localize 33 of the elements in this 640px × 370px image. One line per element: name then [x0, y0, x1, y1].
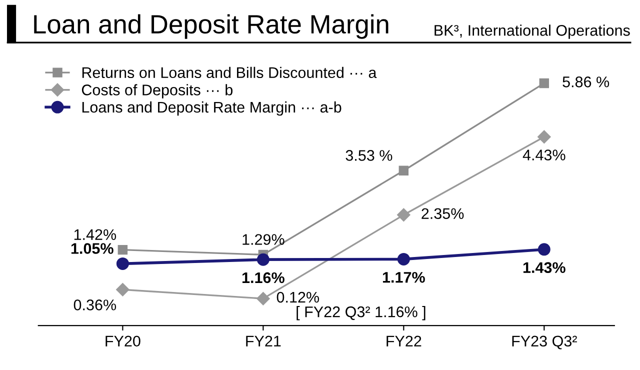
data-label: 1.05% [71, 243, 114, 254]
data-label: 0.36% [74, 300, 116, 310]
legend-label: Returns on Loans and Bills Discounted ··· a [82, 66, 377, 78]
point [116, 282, 130, 296]
data-label: 0.12% [276, 292, 320, 303]
data-label: 1.42% [74, 229, 116, 240]
point [538, 130, 551, 144]
data-label: 2.35% [422, 208, 464, 220]
data-label: 1.43% [523, 262, 566, 273]
point [256, 253, 270, 266]
point [539, 78, 550, 88]
point [397, 252, 410, 266]
legend-label: Loans and Deposit Rate Margin ··· a-b [82, 101, 342, 116]
data-label: 1.16% [242, 272, 284, 284]
data-label: 1.17% [382, 272, 425, 283]
data-label: 4.43% [522, 150, 566, 160]
x-tick-label: FY21 [246, 336, 281, 346]
chart-title: Loan and Deposit Rate Margin [34, 14, 388, 39]
x-tick-label: FY20 [106, 336, 140, 347]
point [398, 166, 409, 176]
data-label: 1.29% [242, 234, 284, 245]
point [118, 244, 128, 255]
text: [ FY22 Q3² 1.16% ] [296, 306, 426, 320]
legend-label: Costs of Deposits ··· b [82, 84, 233, 98]
point [538, 243, 550, 256]
chart-subtitle: BK³, International Operations [434, 24, 630, 39]
x-tick-label: FY23 Q3² [512, 336, 577, 350]
point [116, 257, 129, 270]
x-tick-label: FY22 [386, 336, 422, 346]
point [397, 208, 410, 222]
data-label: 5.86 % [562, 76, 610, 88]
point [256, 292, 270, 306]
data-label: 3.53 % [346, 150, 392, 161]
